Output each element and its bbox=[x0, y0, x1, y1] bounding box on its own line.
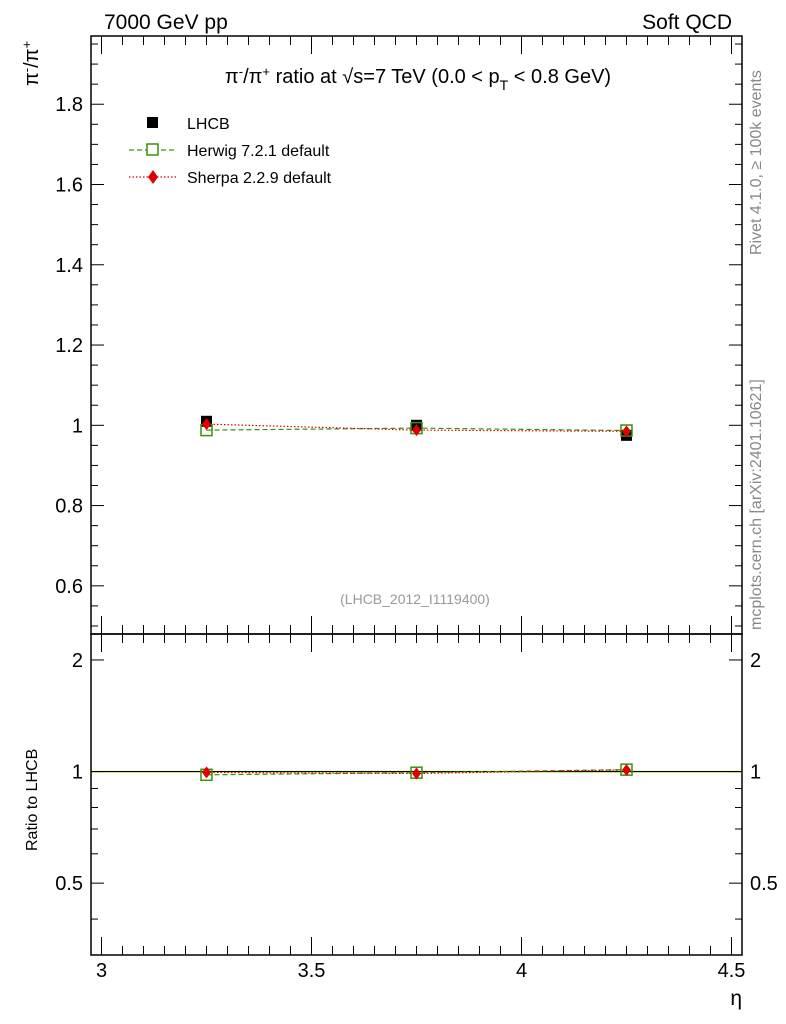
x-tick-label: 3 bbox=[96, 960, 107, 982]
legend: LHCB Herwig 7.2.1 default Sherpa 2.2.9 d… bbox=[129, 116, 332, 187]
main-x-ticks bbox=[101, 36, 732, 634]
header-right: Soft QCD bbox=[642, 11, 732, 34]
main-point-sherpa bbox=[202, 418, 211, 431]
side-text-mcplots: mcplots.cern.ch [arXiv:2401.10621] bbox=[748, 379, 765, 630]
analysis-id: (LHCB_2012_I1119400) bbox=[340, 591, 490, 607]
legend-marker-lhcb bbox=[147, 117, 158, 128]
main-y-tick-label: 1.4 bbox=[55, 255, 83, 277]
ratio-panel: 0.5 0.5 1 1 2 2 bbox=[55, 633, 778, 956]
x-axis-label: η bbox=[730, 987, 742, 1010]
ratio-y-ticks: 0.5 0.5 1 1 2 2 bbox=[55, 650, 778, 920]
x-tick-label: 4.5 bbox=[718, 960, 746, 982]
main-panel: 0.6 0.8 1 1.2 1.4 1.6 1.8 bbox=[55, 35, 743, 635]
main-series bbox=[200, 415, 633, 441]
ratio-y-tick-label: 2 bbox=[72, 650, 83, 672]
ratio-y-tick-label-right: 0.5 bbox=[750, 873, 778, 895]
x-tick-labels: 3 3.5 4 4.5 bbox=[96, 960, 745, 982]
chart-title: π-/π+ ratio at √s=7 TeV (0.0 < pT < 0.8 … bbox=[225, 64, 611, 93]
main-y-tick-label: 1 bbox=[72, 415, 83, 437]
main-y-tick-label: 0.8 bbox=[55, 496, 83, 518]
ratio-point-sherpa bbox=[202, 766, 211, 779]
legend-marker-sherpa bbox=[148, 170, 158, 184]
x-tick-label: 4 bbox=[516, 960, 527, 982]
x-tick-label: 3.5 bbox=[298, 960, 326, 982]
main-y-tick-label: 1.2 bbox=[55, 335, 83, 357]
legend-marker-herwig bbox=[146, 143, 159, 156]
ratio-y-tick-label-right: 2 bbox=[750, 650, 761, 672]
ratio-series bbox=[200, 763, 633, 782]
ratio-y-tick-label: 0.5 bbox=[55, 873, 83, 895]
main-y-tick-label: 1.6 bbox=[55, 174, 83, 196]
main-y-tick-label: 0.6 bbox=[55, 576, 83, 598]
ratio-point-sherpa bbox=[622, 763, 631, 776]
main-point-sherpa bbox=[622, 425, 631, 438]
ratio-frame bbox=[90, 633, 743, 956]
ratio-x-ticks bbox=[101, 634, 732, 955]
main-point-sherpa bbox=[412, 424, 421, 437]
main-y-tick-label: 1.8 bbox=[55, 94, 83, 116]
ratio-point-sherpa bbox=[412, 767, 421, 780]
legend-label-lhcb: LHCB bbox=[187, 116, 230, 133]
main-y-ticks: 0.6 0.8 1 1.2 1.4 1.6 1.8 bbox=[55, 43, 742, 627]
side-text-rivet: Rivet 4.1.0, ≥ 100k events bbox=[748, 70, 765, 255]
main-y-label: π-/π+ bbox=[19, 41, 43, 86]
legend-label-herwig: Herwig 7.2.1 default bbox=[187, 143, 330, 160]
ratio-y-label: Ratio to LHCB bbox=[24, 749, 41, 851]
ratio-y-tick-label-right: 1 bbox=[750, 762, 761, 784]
header-left: 7000 GeV pp bbox=[104, 11, 228, 34]
ratio-y-tick-label: 1 bbox=[72, 762, 83, 784]
legend-label-sherpa: Sherpa 2.2.9 default bbox=[187, 170, 332, 187]
